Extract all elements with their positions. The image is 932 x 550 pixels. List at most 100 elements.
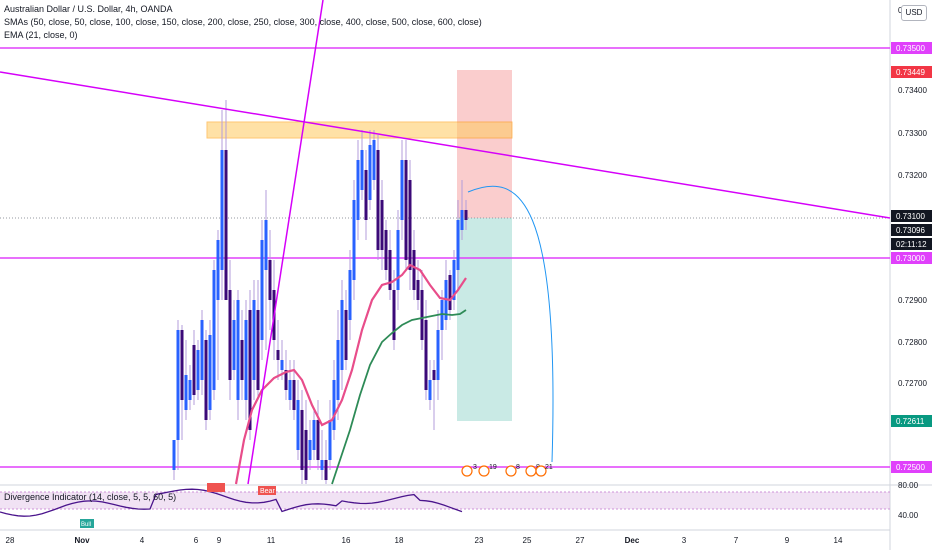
time-tick: 14 <box>834 536 843 545</box>
candle-body <box>428 380 432 400</box>
price-tick: 0.73400 <box>898 86 927 95</box>
candle-body <box>196 350 200 390</box>
candle-body <box>452 260 456 300</box>
resistance-box[interactable] <box>206 121 513 139</box>
candle-body <box>348 270 352 320</box>
candle-body <box>332 380 336 430</box>
candle-body <box>216 240 220 300</box>
ema-line[interactable] <box>234 263 467 485</box>
steep-trendline[interactable] <box>247 0 324 485</box>
candle-body <box>204 340 208 420</box>
candle-body <box>180 330 184 400</box>
candle-body <box>212 270 216 390</box>
time-tick: 18 <box>395 536 404 545</box>
time-tick: 27 <box>576 536 585 545</box>
candle-body <box>368 145 372 200</box>
sma-line[interactable] <box>331 309 467 485</box>
price-tag <box>891 210 932 222</box>
candle-body <box>376 150 380 250</box>
candle-body <box>388 250 392 290</box>
economic-event-icon[interactable] <box>535 465 547 477</box>
candle-body <box>284 370 288 390</box>
price-tick: 0.72800 <box>898 338 927 347</box>
price-tag-label: 0.73096 <box>896 226 925 235</box>
price-tag <box>891 461 932 473</box>
indicator-tick-40: 40.00 <box>898 511 919 520</box>
candle-body <box>312 420 316 450</box>
time-tick: 28 <box>6 536 15 545</box>
candle-body <box>412 250 416 290</box>
projection-path[interactable] <box>467 185 554 463</box>
time-tick: 25 <box>523 536 532 545</box>
candle-body <box>420 290 424 340</box>
candle-body <box>424 320 428 390</box>
candle-body <box>352 200 356 280</box>
time-tick: 9 <box>785 536 790 545</box>
candle-body <box>360 150 364 190</box>
time-tick: 16 <box>342 536 351 545</box>
price-tag-label: 0.72500 <box>896 463 925 472</box>
candle-body <box>372 140 376 180</box>
candle-body <box>440 300 444 330</box>
candle-body <box>244 320 248 400</box>
sma-legend[interactable]: SMAs (50, close, 50, close, 100, close, … <box>4 17 482 27</box>
candle-body <box>308 440 312 460</box>
price-tag-label: 0.73000 <box>896 254 925 263</box>
price-tag <box>891 42 932 54</box>
currency-button[interactable]: USD <box>901 5 927 21</box>
candle-body <box>328 420 332 460</box>
candle-body <box>236 300 240 400</box>
economic-event-icon[interactable] <box>505 465 517 477</box>
economic-event-icon[interactable] <box>478 465 490 477</box>
candle-body <box>300 410 304 470</box>
stop-loss-zone[interactable] <box>457 70 512 218</box>
candle-body <box>464 210 468 220</box>
divergence-indicator-line[interactable] <box>0 488 463 517</box>
candle-body <box>264 220 268 270</box>
price-tag <box>891 415 932 427</box>
indicator-pane[interactable] <box>0 486 890 530</box>
bull-label: Bull <box>81 522 91 528</box>
bear-marker-1[interactable] <box>207 483 225 492</box>
event-count-1: 3 <box>473 464 477 471</box>
bear-marker[interactable] <box>258 486 276 495</box>
candle-body <box>384 230 388 270</box>
time-axis[interactable]: 28 Nov 4 6 9 11 16 18 23 25 27 Dec 3 7 9 14 <box>6 536 843 545</box>
candle-body <box>188 380 192 400</box>
economic-event-icon[interactable] <box>525 465 537 477</box>
candle-body <box>296 400 300 450</box>
candle-body <box>280 360 284 370</box>
price-tag-label: 0.73100 <box>896 212 925 221</box>
candle-body <box>192 345 196 395</box>
candle-body <box>248 310 252 430</box>
candle-body <box>240 340 244 380</box>
candle-body <box>276 350 280 360</box>
candle-body <box>448 275 452 310</box>
price-tag-label: 0.73449 <box>896 68 925 77</box>
price-tag <box>891 224 932 236</box>
time-tick: 4 <box>140 536 145 545</box>
time-tick: 9 <box>217 536 222 545</box>
ema-legend[interactable]: EMA (21, close, 0) <box>4 30 78 40</box>
candle-body <box>336 340 340 400</box>
candle-body <box>288 380 292 400</box>
economic-event-icon[interactable] <box>461 465 473 477</box>
event-icons-group[interactable]: 3 19 8 8 21 <box>461 464 553 477</box>
take-profit-zone[interactable] <box>457 218 512 421</box>
candle-body <box>176 330 180 440</box>
indicator-legend[interactable]: Divergence Indicator (14, close, 5, 5, 6… <box>4 492 177 502</box>
symbol-title[interactable]: Australian Dollar / U.S. Dollar, 4h, OAN… <box>4 4 173 14</box>
candle-body <box>364 170 368 220</box>
candle-body <box>224 150 228 300</box>
candle-body <box>392 290 396 340</box>
descending-trendline[interactable] <box>0 71 891 219</box>
candle-body <box>396 230 400 290</box>
event-count-5: 21 <box>545 464 553 471</box>
time-tick: 7 <box>734 536 739 545</box>
event-count-2: 19 <box>489 464 497 471</box>
main-pane[interactable] <box>0 0 890 484</box>
candle-body <box>172 440 176 470</box>
bull-marker[interactable] <box>80 519 94 528</box>
